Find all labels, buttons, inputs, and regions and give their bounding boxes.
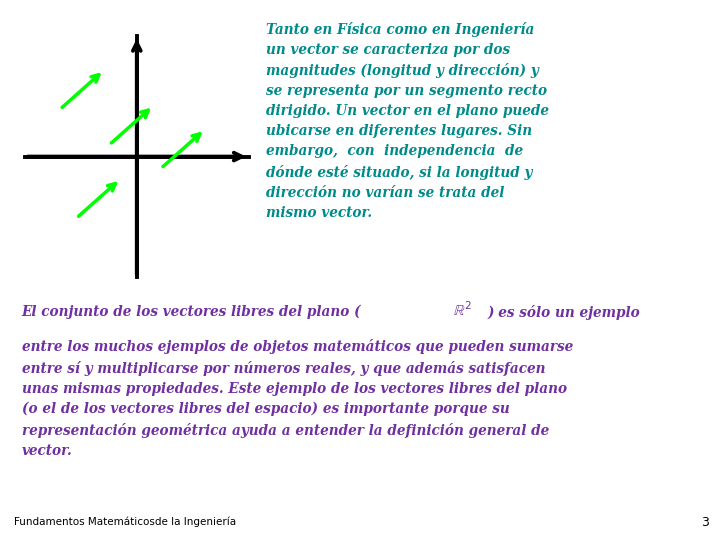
Text: 3: 3 [701,516,709,529]
Text: ) es sólo un ejemplo: ) es sólo un ejemplo [488,305,641,320]
Text: Fundamentos Matemáticosde la Ingeniería: Fundamentos Matemáticosde la Ingeniería [14,517,237,528]
Text: Tanto en Física como en Ingeniería
un vector se caracteriza por dos
magnitudes (: Tanto en Física como en Ingeniería un ve… [266,22,549,220]
Text: entre los muchos ejemplos de objetos matemáticos que pueden sumarse
entre sí y m: entre los muchos ejemplos de objetos mat… [22,339,573,458]
Text: $\mathbb{R}^{2}$: $\mathbb{R}^{2}$ [454,300,472,319]
Text: El conjunto de los vectores libres del plano (: El conjunto de los vectores libres del p… [22,305,366,319]
